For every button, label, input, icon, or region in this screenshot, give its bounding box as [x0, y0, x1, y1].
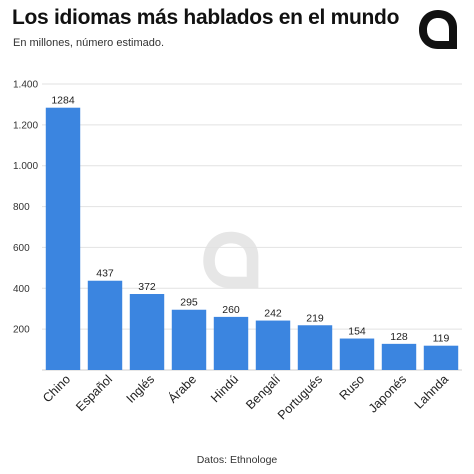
x-category-label: Chino [40, 372, 73, 405]
speech-bubble-logo-icon [419, 10, 457, 49]
data-labels: 1284 437 372 295 260 242 219 154 128 119 [51, 95, 449, 345]
bar [423, 345, 459, 370]
y-tick-label: 1.400 [13, 80, 38, 91]
data-label: 219 [306, 312, 324, 324]
bar [213, 316, 249, 370]
logo-bubble-shape [419, 10, 457, 49]
data-label: 128 [390, 331, 408, 343]
bar [129, 294, 165, 370]
y-axis: 200 400 600 800 1.000 1.200 1.400 [13, 80, 38, 336]
y-tick-label: 200 [13, 325, 30, 336]
source-note: Datos: Ethnologe [196, 454, 278, 466]
x-axis: Chino Español Inglés Árabe Hindú BengalíPortu… [40, 371, 451, 422]
y-tick-label: 1.200 [13, 120, 38, 131]
data-label: 242 [264, 308, 282, 320]
chart-subtitle: En millones, número estimado. [13, 37, 165, 49]
bars [45, 107, 459, 370]
y-tick-label: 400 [13, 284, 30, 295]
data-label: 1284 [51, 95, 75, 107]
x-category-label: Portugués [275, 372, 325, 422]
data-label: 372 [138, 281, 156, 293]
bar [339, 338, 375, 370]
y-tick-label: 800 [13, 202, 30, 213]
x-category-label: Lahnda [412, 372, 451, 411]
y-tick-label: 1.000 [13, 161, 38, 172]
data-label: 295 [180, 297, 198, 309]
bar [171, 309, 207, 370]
data-label: 260 [222, 304, 240, 316]
x-category-label: Español [73, 372, 115, 414]
y-tick-label: 600 [13, 243, 30, 254]
bar [297, 325, 333, 370]
x-category-label: Inglés [124, 372, 157, 405]
x-category-label: Japonés [366, 372, 409, 415]
data-label: 119 [433, 333, 450, 345]
chart-title: Los idiomas más hablados en el mundo [12, 6, 400, 29]
bar [381, 343, 417, 370]
data-label: 154 [348, 326, 366, 338]
x-category-label: Bengalí [243, 372, 283, 412]
bar [87, 280, 123, 370]
x-category-label: Ruso [337, 372, 368, 403]
watermark-bubble-shape [203, 231, 259, 289]
x-category-label: Árabe [165, 371, 199, 405]
x-category-label: Hindú [208, 372, 241, 405]
bar [255, 320, 291, 370]
speech-bubble-watermark-icon [203, 231, 259, 289]
data-label: 437 [96, 268, 114, 280]
bar [45, 107, 81, 370]
